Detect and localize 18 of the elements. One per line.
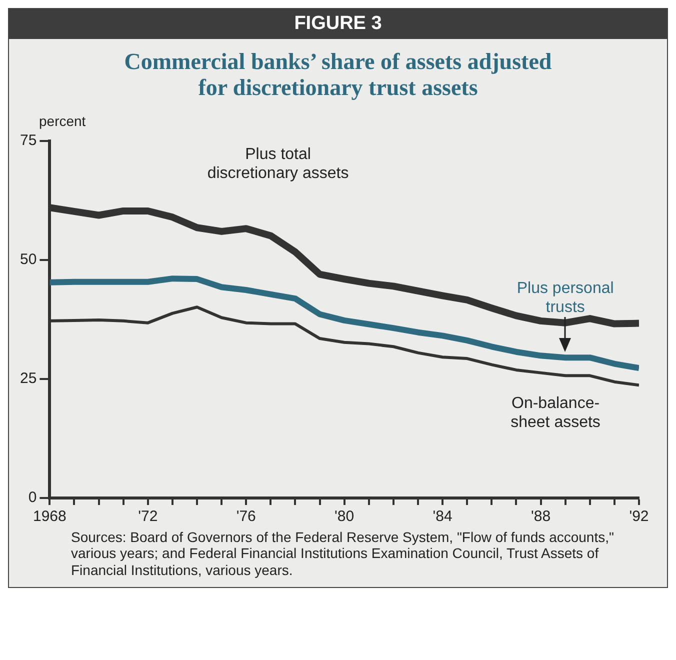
y-axis-title: percent xyxy=(38,112,87,128)
x-tick-label: '88 xyxy=(531,508,551,525)
x-tick-label: '72 xyxy=(138,508,158,525)
y-tick-label: 25 xyxy=(20,370,37,387)
chart-subtitle: FIGURE 3 xyxy=(9,9,667,39)
series-label: On-balance-sheet assets xyxy=(510,394,600,431)
y-tick-label: 50 xyxy=(20,250,37,268)
x-tick-label: '92 xyxy=(629,508,649,525)
text: Plus personal trusts xyxy=(516,279,614,316)
chart-title: Commercial banks’ share of assets adjusted for discretionary trust assets xyxy=(123,48,553,102)
y-tick-label: 75 xyxy=(20,132,37,149)
x-tick-label: '76 xyxy=(236,508,256,525)
source-note: Sources: Board of Governors of the Federal Reserve System, "Flow of funds accounts," various years; and Federal Financial Institutions Examination Council, Trust Assets of Financial Institutions, various years. xyxy=(70,528,615,580)
y-tick-label: 0 xyxy=(28,488,37,506)
x-tick-label: '84 xyxy=(432,508,452,525)
x-tick-label: '80 xyxy=(334,508,354,525)
x-tick-label: 1968 xyxy=(32,508,66,525)
text: Plus total discretionary assets xyxy=(207,146,349,182)
